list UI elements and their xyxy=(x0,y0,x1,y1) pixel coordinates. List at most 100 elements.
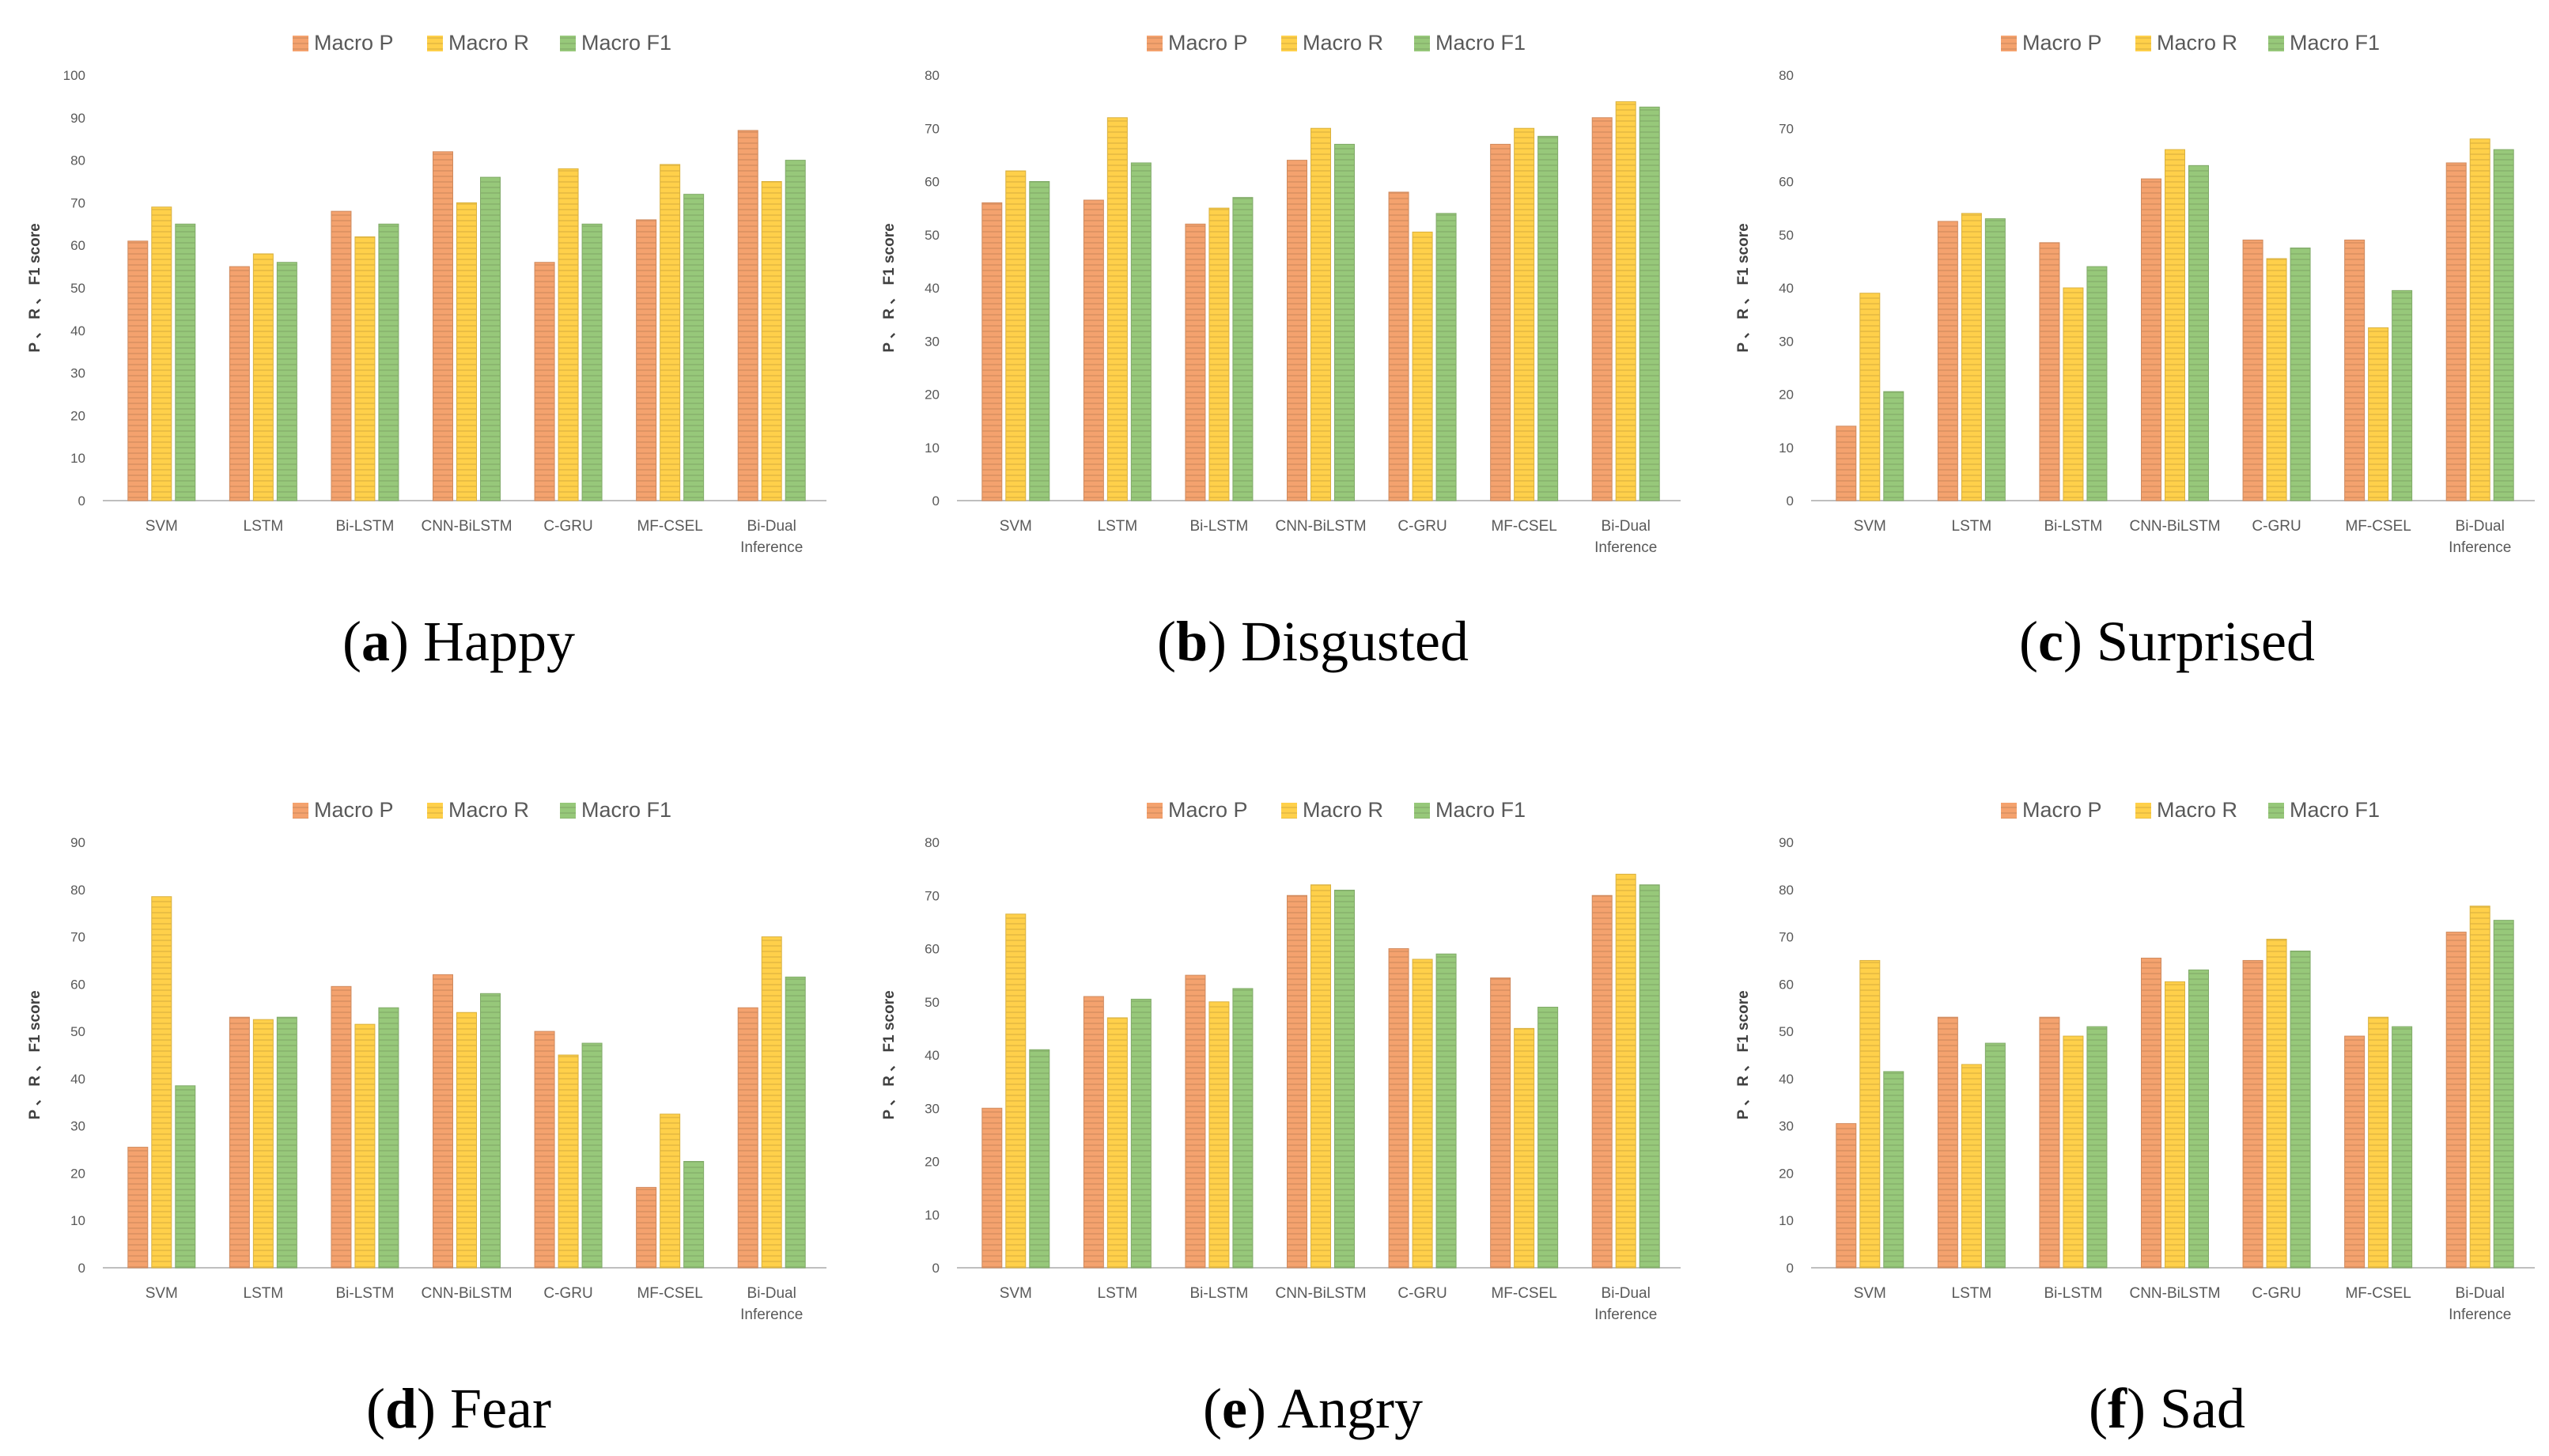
bar-macro-p xyxy=(2242,239,2263,501)
bar-macro-r xyxy=(2266,258,2287,501)
panel-name: Surprised xyxy=(2096,610,2315,673)
y-axis-label: P 、 R 、 F1 score xyxy=(881,223,898,352)
legend-label: Macro R xyxy=(448,798,529,822)
bar-macro-f1 xyxy=(2493,920,2514,1269)
bar-macro-p xyxy=(229,266,250,501)
x-tick-label: CNN-BiLSTM xyxy=(1275,1285,1366,1302)
legend-label: Macro R xyxy=(1303,31,1383,55)
y-axis-label: P 、 R 、 F1 score xyxy=(27,990,43,1119)
panel-caption: (b) Disgusted xyxy=(1156,610,1469,673)
bar-macro-p xyxy=(1287,894,1307,1269)
legend: Macro P Macro R Macro F1 xyxy=(1147,31,1526,55)
x-tick-label: Bi-LSTM xyxy=(1189,518,1248,535)
y-tick-label: 10 xyxy=(1779,1213,1794,1228)
legend-swatch xyxy=(1147,36,1163,51)
y-tick-label: 0 xyxy=(78,1261,85,1276)
bar-macro-r xyxy=(1005,913,1027,1269)
y-tick-label: 30 xyxy=(925,334,940,349)
y-tick-label: 90 xyxy=(1779,835,1794,850)
legend-label: Macro F1 xyxy=(1435,31,1526,55)
x-tick-label: SVM xyxy=(1000,518,1032,535)
legend-swatch xyxy=(2135,803,2151,819)
bar-macro-p xyxy=(981,202,1003,501)
bar-macro-p xyxy=(331,985,352,1269)
x-tick-label: C-GRU xyxy=(543,1285,592,1302)
legend: Macro P Macro R Macro F1 xyxy=(1147,798,1526,822)
legend-label: Macro F1 xyxy=(2290,31,2380,55)
legend-label: Macro F1 xyxy=(581,31,671,55)
bar-macro-p xyxy=(1490,143,1511,501)
y-tick-label: 50 xyxy=(1779,1024,1794,1039)
y-tick-label: 80 xyxy=(70,153,85,168)
bar-macro-f1 xyxy=(2290,950,2311,1269)
legend-label: Macro P xyxy=(314,798,394,822)
bar-macro-r xyxy=(761,936,782,1269)
bar-macro-p xyxy=(1185,223,1206,501)
bar-macro-p xyxy=(1937,221,1958,501)
x-tick-label: Bi-LSTM xyxy=(2044,1285,2102,1302)
y-tick-label: 70 xyxy=(925,121,940,136)
x-tick-label: LSTM xyxy=(1098,1285,1138,1302)
bar-macro-p xyxy=(1490,977,1511,1269)
legend-label: Macro R xyxy=(2157,31,2237,55)
bar-macro-p xyxy=(2242,959,2263,1269)
bar-macro-f1 xyxy=(1984,1042,2006,1269)
panel-caption: (e) Angry xyxy=(1203,1377,1423,1440)
y-tick-label: 0 xyxy=(78,494,85,509)
bar-macro-r xyxy=(354,1023,376,1269)
x-tick-label: MF-CSEL xyxy=(637,1285,702,1302)
bar-macro-r xyxy=(1005,170,1027,501)
bar-macro-f1 xyxy=(1883,391,1904,501)
bar-macro-r xyxy=(2063,1035,2084,1269)
x-tick-label: C-GRU xyxy=(2252,518,2301,535)
bar-macro-f1 xyxy=(2392,289,2413,501)
bar-macro-r xyxy=(1412,959,1433,1269)
bar-macro-p xyxy=(534,1031,555,1269)
y-tick-label: 80 xyxy=(70,883,85,898)
bar-macro-p xyxy=(534,262,555,501)
bar-macro-p xyxy=(2344,239,2366,501)
panel-letter: c xyxy=(2038,610,2063,673)
bar-macro-p xyxy=(1287,160,1307,501)
bar-macro-f1 xyxy=(581,223,603,501)
bar-macro-p xyxy=(1185,974,1206,1269)
bar-macro-p xyxy=(2344,1035,2366,1269)
bar-macro-p xyxy=(127,240,149,501)
y-tick-label: 60 xyxy=(70,977,85,992)
bar-macro-f1 xyxy=(2290,248,2311,501)
bar-macro-p xyxy=(433,974,453,1269)
panel-letter: d xyxy=(385,1377,418,1440)
bar-macro-r xyxy=(1859,293,1881,501)
bar-macro-r xyxy=(2266,939,2287,1269)
y-axis-label: P 、 R 、 F1 score xyxy=(881,990,898,1119)
bar-macro-p xyxy=(1591,117,1613,501)
x-tick-label: Bi-LSTM xyxy=(335,518,394,535)
x-tick-label: Bi-LSTM xyxy=(335,1285,394,1302)
x-tick-label: SVM xyxy=(1854,518,1886,535)
bar-macro-p xyxy=(2445,932,2467,1269)
bar-macro-f1 xyxy=(1334,890,1355,1269)
bar-macro-r xyxy=(1514,1027,1535,1269)
bar-macro-p xyxy=(1937,1016,1958,1269)
bar-macro-r xyxy=(2469,906,2490,1269)
y-tick-label: 30 xyxy=(925,1101,940,1116)
bar-macro-p xyxy=(1836,1123,1857,1269)
y-tick-label: 70 xyxy=(925,888,940,903)
chart-panel-e: Macro P Macro R Macro F1 0 10 20 30 40 50 60 70 80 P… xyxy=(881,798,1681,1323)
bar-macro-f1 xyxy=(378,223,399,501)
legend-swatch xyxy=(427,803,443,819)
bar-macro-p xyxy=(981,1107,1003,1269)
y-tick-label: 20 xyxy=(70,1166,85,1181)
bar-macro-f1 xyxy=(1639,106,1660,501)
panel-caption: (f) Sad xyxy=(2089,1377,2245,1440)
legend-label: Macro F1 xyxy=(1435,798,1526,822)
bar-macro-f1 xyxy=(1435,213,1457,501)
y-tick-label: 70 xyxy=(70,195,85,210)
x-tick-label: Inference xyxy=(2449,539,2511,556)
bar-macro-f1 xyxy=(2493,149,2514,501)
bar-macro-f1 xyxy=(480,993,501,1269)
legend-swatch xyxy=(293,36,308,51)
y-tick-label: 90 xyxy=(70,835,85,850)
x-tick-label: MF-CSEL xyxy=(2345,1285,2411,1302)
bar-macro-p xyxy=(2141,178,2161,501)
